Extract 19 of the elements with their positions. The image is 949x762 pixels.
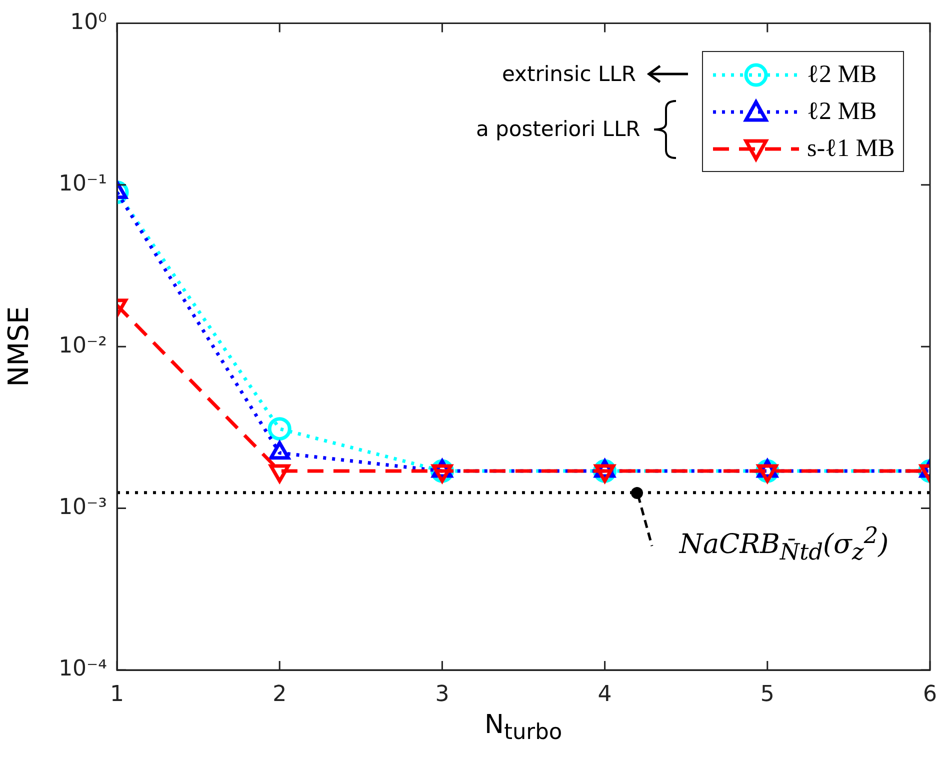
x-axis-title: N$_{turbo}$: [484, 710, 562, 746]
x-tick-label: 1: [110, 682, 124, 707]
y-axis-title: NMSE: [2, 306, 36, 387]
y-tick-label: 10⁻⁴: [58, 656, 108, 682]
x-tick-label: 4: [598, 682, 612, 707]
y-tick-label: 10⁻³: [58, 495, 107, 520]
x-tick-label: 2: [272, 682, 287, 707]
annotation: a posteriori LLR: [476, 117, 640, 141]
y-tick-label: 10⁰: [70, 10, 108, 35]
legend-label: s-ℓ1 MB: [807, 134, 895, 163]
ref-line-label: NaCRB$_{N̄td}$(σ$_{z}$$^{2}$): [679, 522, 889, 566]
x-tick-label: 6: [923, 682, 937, 707]
legend-label: ℓ2 MB: [807, 98, 877, 126]
annotation: extrinsic LLR: [502, 62, 636, 86]
y-tick-label: 10⁻²: [58, 333, 107, 358]
x-tick-label: 3: [435, 682, 450, 707]
x-tick-label: 5: [760, 682, 774, 707]
legend-label: ℓ2 MB: [807, 60, 877, 89]
y-tick-label: 10⁻¹: [58, 172, 107, 197]
